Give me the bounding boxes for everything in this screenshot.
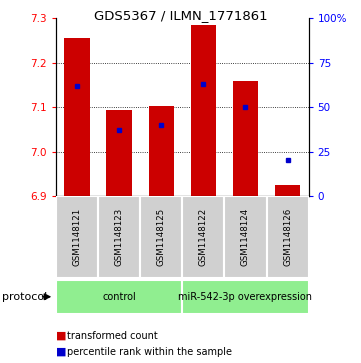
FancyBboxPatch shape (266, 196, 309, 278)
FancyBboxPatch shape (182, 280, 309, 314)
FancyBboxPatch shape (56, 280, 182, 314)
Text: GSM1148124: GSM1148124 (241, 208, 250, 266)
Bar (233, 81, 258, 196)
FancyBboxPatch shape (56, 196, 98, 278)
Bar (106, 110, 132, 196)
FancyBboxPatch shape (225, 196, 266, 278)
Text: GSM1148123: GSM1148123 (115, 208, 123, 266)
Text: control: control (102, 292, 136, 302)
Text: GSM1148126: GSM1148126 (283, 208, 292, 266)
Text: GSM1148122: GSM1148122 (199, 208, 208, 266)
FancyBboxPatch shape (140, 196, 182, 278)
Text: GSM1148125: GSM1148125 (157, 208, 166, 266)
Text: protocol: protocol (2, 292, 47, 302)
Text: miR-542-3p overexpression: miR-542-3p overexpression (178, 292, 313, 302)
Bar (149, 106, 174, 196)
Text: GDS5367 / ILMN_1771861: GDS5367 / ILMN_1771861 (94, 9, 267, 22)
Text: percentile rank within the sample: percentile rank within the sample (67, 347, 232, 357)
Text: ■: ■ (56, 347, 66, 357)
Text: GSM1148121: GSM1148121 (73, 208, 82, 266)
Bar (275, 185, 300, 196)
FancyBboxPatch shape (98, 196, 140, 278)
Text: transformed count: transformed count (67, 331, 157, 341)
Bar (64, 38, 90, 196)
FancyBboxPatch shape (182, 196, 225, 278)
Text: ■: ■ (56, 331, 66, 341)
Bar (191, 25, 216, 196)
